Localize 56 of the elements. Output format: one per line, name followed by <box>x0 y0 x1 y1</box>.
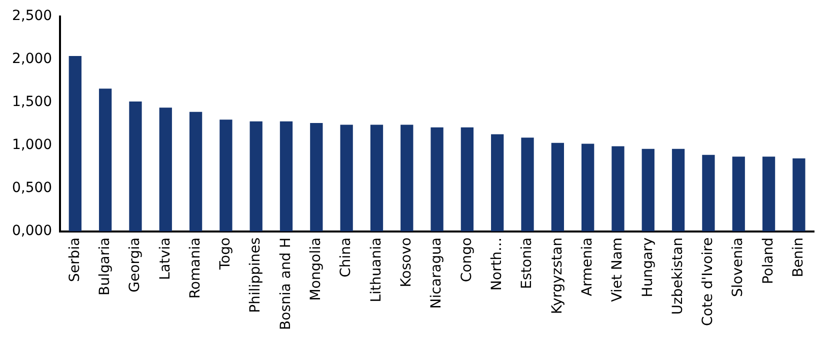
x-tick-label: Serbia <box>66 237 83 282</box>
bar <box>551 142 564 232</box>
y-tick-label: 2,000 <box>12 51 52 68</box>
x-tick-label: Georgia <box>127 237 144 292</box>
x-tick-label: Bosnia and H <box>278 237 294 330</box>
y-tick-label: 2,500 <box>12 8 52 24</box>
x-tick-label: Togo <box>218 237 234 271</box>
x-tick-label: Slovenia <box>730 237 746 298</box>
bar <box>672 148 685 232</box>
x-tick-label: Nicaragua <box>428 237 445 309</box>
x-tick-label: Kyrgyzstan <box>549 237 566 314</box>
bar <box>491 134 504 232</box>
x-tick-label: Congo <box>458 237 475 282</box>
bar <box>220 120 232 232</box>
bar <box>792 158 806 232</box>
bar <box>642 148 654 232</box>
x-tick-label: Poland <box>760 237 776 284</box>
bar <box>370 124 384 232</box>
x-tick-label: Estonia <box>519 237 536 289</box>
bar <box>340 124 353 232</box>
bar <box>98 88 112 232</box>
y-tick-label: 1,000 <box>12 137 52 154</box>
bar <box>732 156 745 232</box>
y-tick-label: 1,500 <box>12 94 52 110</box>
bar <box>310 123 323 232</box>
x-tick-label: Romania <box>187 237 204 299</box>
y-tick-label: 0,000 <box>12 223 52 240</box>
bar <box>460 127 474 232</box>
bar <box>430 127 444 232</box>
bar <box>159 108 172 232</box>
x-tick-label: Philippines <box>248 237 264 313</box>
y-tick-label: 0,500 <box>12 180 52 196</box>
bar <box>762 156 776 232</box>
bar <box>702 154 715 232</box>
bar <box>521 138 534 232</box>
x-tick-label: Mongolia <box>308 237 324 301</box>
x-tick-label: Uzbekistan <box>670 237 686 315</box>
x-tick-label: Bulgaria <box>96 237 113 296</box>
bar <box>612 146 624 232</box>
x-tick-label: Benin <box>790 237 807 278</box>
bar <box>280 121 293 232</box>
x-tick-label: China <box>338 237 354 278</box>
x-tick-label: Armenia <box>579 237 596 296</box>
bar <box>400 124 414 232</box>
x-tick-label: Cote d'Ivoire <box>700 237 716 326</box>
bar <box>581 144 594 232</box>
bar <box>129 102 142 232</box>
x-tick-label: North… <box>488 237 505 291</box>
bar <box>250 121 262 232</box>
x-tick-label: Kosovo <box>398 237 415 288</box>
x-tick-label: Hungary <box>640 237 656 298</box>
x-tick-label: Lithuania <box>368 237 384 302</box>
x-tick-label: Viet Nam <box>610 237 626 302</box>
bar <box>68 56 82 232</box>
bar <box>189 112 202 232</box>
x-tick-label: Latvia <box>157 237 174 280</box>
